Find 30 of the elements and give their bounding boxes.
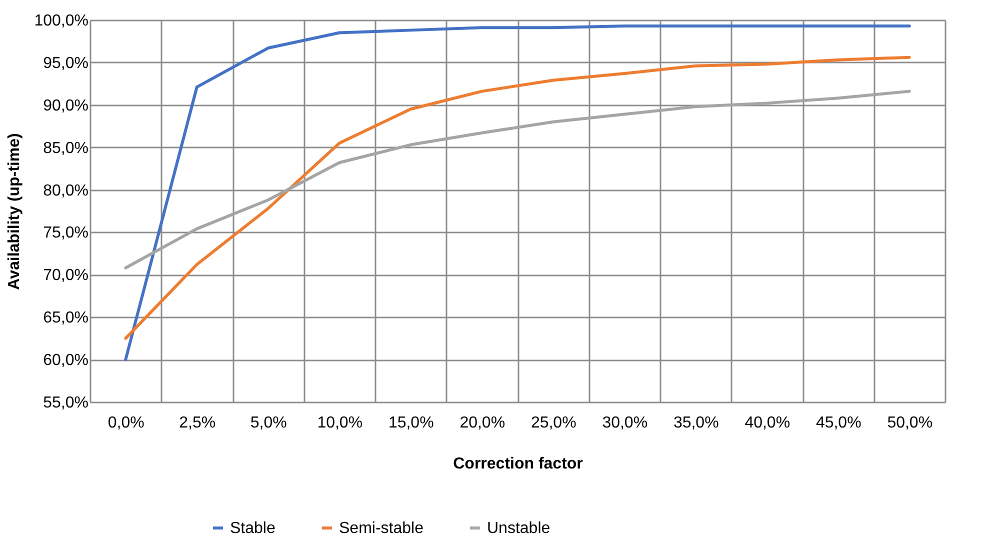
x-axis-title: Correction factor: [453, 456, 583, 472]
y-tick-label: 60,0%: [43, 352, 88, 370]
x-tick-label: 5,0%: [250, 414, 287, 432]
legend-label: Stable: [230, 520, 276, 537]
x-tick-label: 30,0%: [602, 414, 648, 432]
x-tick-label: 40,0%: [744, 414, 790, 432]
y-tick-label: 55,0%: [43, 394, 88, 412]
x-tick-label: 15,0%: [388, 414, 434, 432]
y-tick-label: 100,0%: [34, 12, 88, 30]
x-tick-label: 20,0%: [460, 414, 506, 432]
x-tick-label: 25,0%: [530, 414, 576, 432]
y-axis-title: Availability (up-time): [6, 133, 24, 290]
line-series: [124, 24, 911, 362]
y-tick-label: 70,0%: [43, 267, 88, 284]
y-tick-label: 85,0%: [43, 140, 88, 157]
y-tick-label: 90,0%: [43, 97, 88, 114]
y-tick-label: 75,0%: [43, 224, 88, 242]
legend-label: Semi-stable: [339, 520, 424, 537]
y-tick-label: 80,0%: [43, 182, 88, 200]
y-tick-label: 65,0%: [43, 310, 88, 327]
x-tick-label: 45,0%: [816, 414, 862, 432]
y-tick-label: 95,0%: [43, 54, 88, 72]
x-tick-label: 2,5%: [179, 414, 216, 432]
x-tick-label: 10,0%: [317, 414, 363, 432]
x-tick-label: 50,0%: [887, 414, 933, 432]
legend-label: Unstable: [487, 520, 550, 537]
x-tick-label: 35,0%: [673, 414, 719, 432]
x-tick-label: 0,0%: [108, 414, 144, 432]
line-series: [124, 56, 911, 340]
line-series: [124, 90, 911, 270]
